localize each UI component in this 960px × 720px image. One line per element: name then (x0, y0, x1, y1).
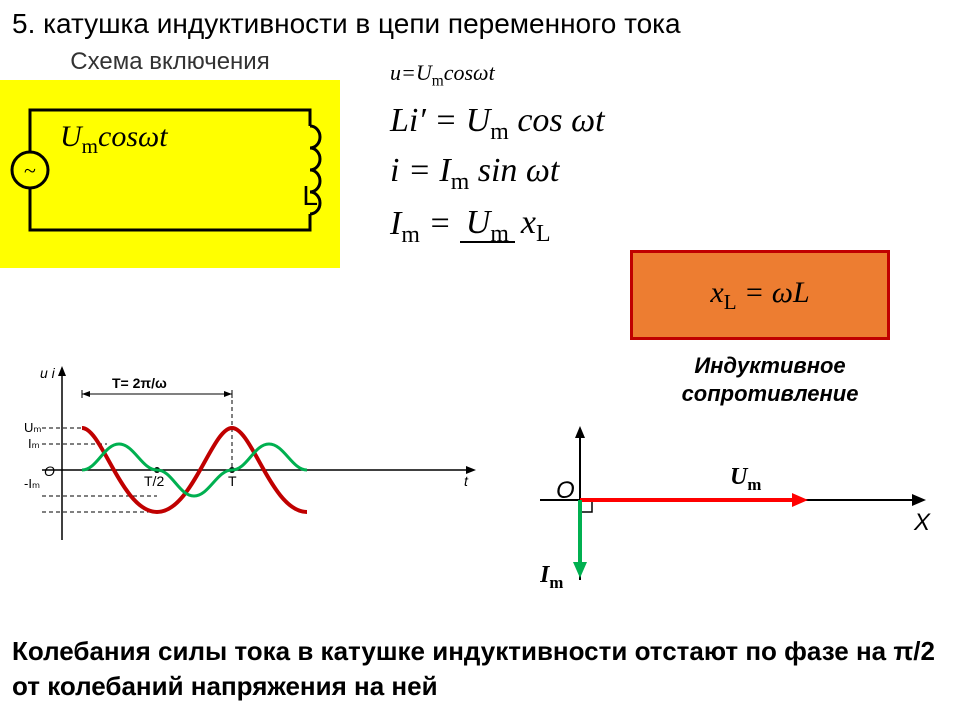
reactance-label: Индуктивное сопротивление (640, 352, 900, 407)
svg-text:T= 2π/ω: T= 2π/ω (112, 375, 167, 391)
svg-text:-Iₘ: -Iₘ (24, 476, 40, 491)
svg-text:Uₘ: Uₘ (24, 420, 42, 435)
formula-eq2: i = Im sin ωt (390, 152, 605, 196)
inductor-label: L (302, 180, 318, 212)
svg-text:T: T (228, 473, 237, 489)
phasor-diagram: O X Um Im (520, 420, 940, 605)
svg-text:u i: u i (40, 365, 56, 381)
page-title: 5. катушка индуктивности в цепи переменн… (12, 8, 681, 40)
svg-text:O: O (44, 463, 55, 479)
source-expression: Umcosωt (60, 120, 260, 159)
svg-text:O: O (556, 477, 575, 504)
circuit-block: Схема включения ~ Umcosωt L (0, 48, 340, 258)
reactance-formula-box: xL = ωL (630, 250, 890, 340)
svg-text:t: t (464, 473, 469, 489)
svg-text:~: ~ (24, 158, 36, 183)
formula-area: u=Umcosωt Li′ = Um cos ωt i = Im sin ωt … (390, 60, 605, 254)
formula-eq3: Im = UmxL (390, 204, 605, 249)
svg-text:X: X (913, 509, 931, 536)
formula-eq1: Li′ = Um cos ωt (390, 102, 605, 146)
wave-plot: u i O t T= 2π/ω Uₘ Iₘ -Iₘ T/2 T (12, 360, 482, 565)
formula-voltage: u=Umcosωt (390, 60, 605, 90)
conclusion-text: Колебания силы тока в катушке индуктивно… (12, 634, 948, 704)
svg-text:Iₘ: Iₘ (28, 436, 40, 451)
svg-text:T/2: T/2 (144, 473, 164, 489)
circuit-diagram: ~ Umcosωt L (0, 80, 340, 268)
circuit-label: Схема включения (0, 48, 340, 76)
